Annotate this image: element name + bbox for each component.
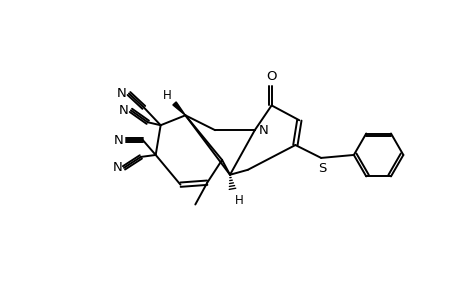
Text: H: H: [162, 89, 171, 102]
Text: S: S: [317, 162, 325, 175]
Text: N: N: [258, 124, 268, 137]
Text: N: N: [112, 161, 122, 174]
Text: N: N: [114, 134, 124, 147]
Text: N: N: [119, 104, 129, 117]
Polygon shape: [173, 102, 185, 115]
Text: H: H: [235, 194, 243, 207]
Text: O: O: [266, 70, 276, 83]
Text: N: N: [117, 87, 127, 100]
